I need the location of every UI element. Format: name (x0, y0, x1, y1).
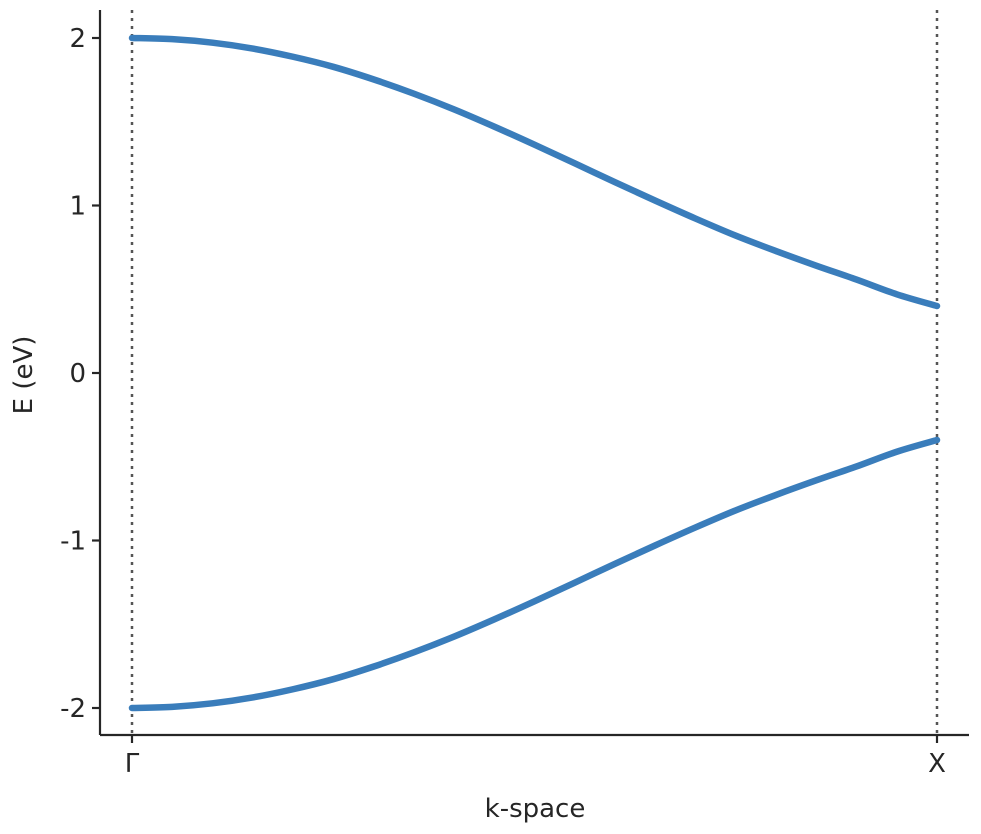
y-tick-label-4: -2 (60, 694, 86, 724)
y-tick-label-1: 1 (69, 192, 86, 222)
x-tick-label-1: X (928, 749, 946, 779)
band-line-0 (128, 34, 941, 310)
y-tick-label-0: 2 (69, 24, 86, 54)
x-tick-label-0: Γ (125, 749, 140, 779)
y-ticks: 2 1 0 -1 -2 (60, 24, 100, 724)
axes (98, 10, 969, 737)
band-line-1 (128, 436, 941, 712)
x-axis-title: k-space (485, 794, 586, 824)
y-tick-label-3: -1 (60, 527, 86, 557)
band-lines (128, 34, 941, 712)
y-tick-label-2: 0 (69, 359, 86, 389)
y-axis-title: E (eV) (9, 336, 39, 415)
high-symmetry-lines (130, 10, 939, 735)
